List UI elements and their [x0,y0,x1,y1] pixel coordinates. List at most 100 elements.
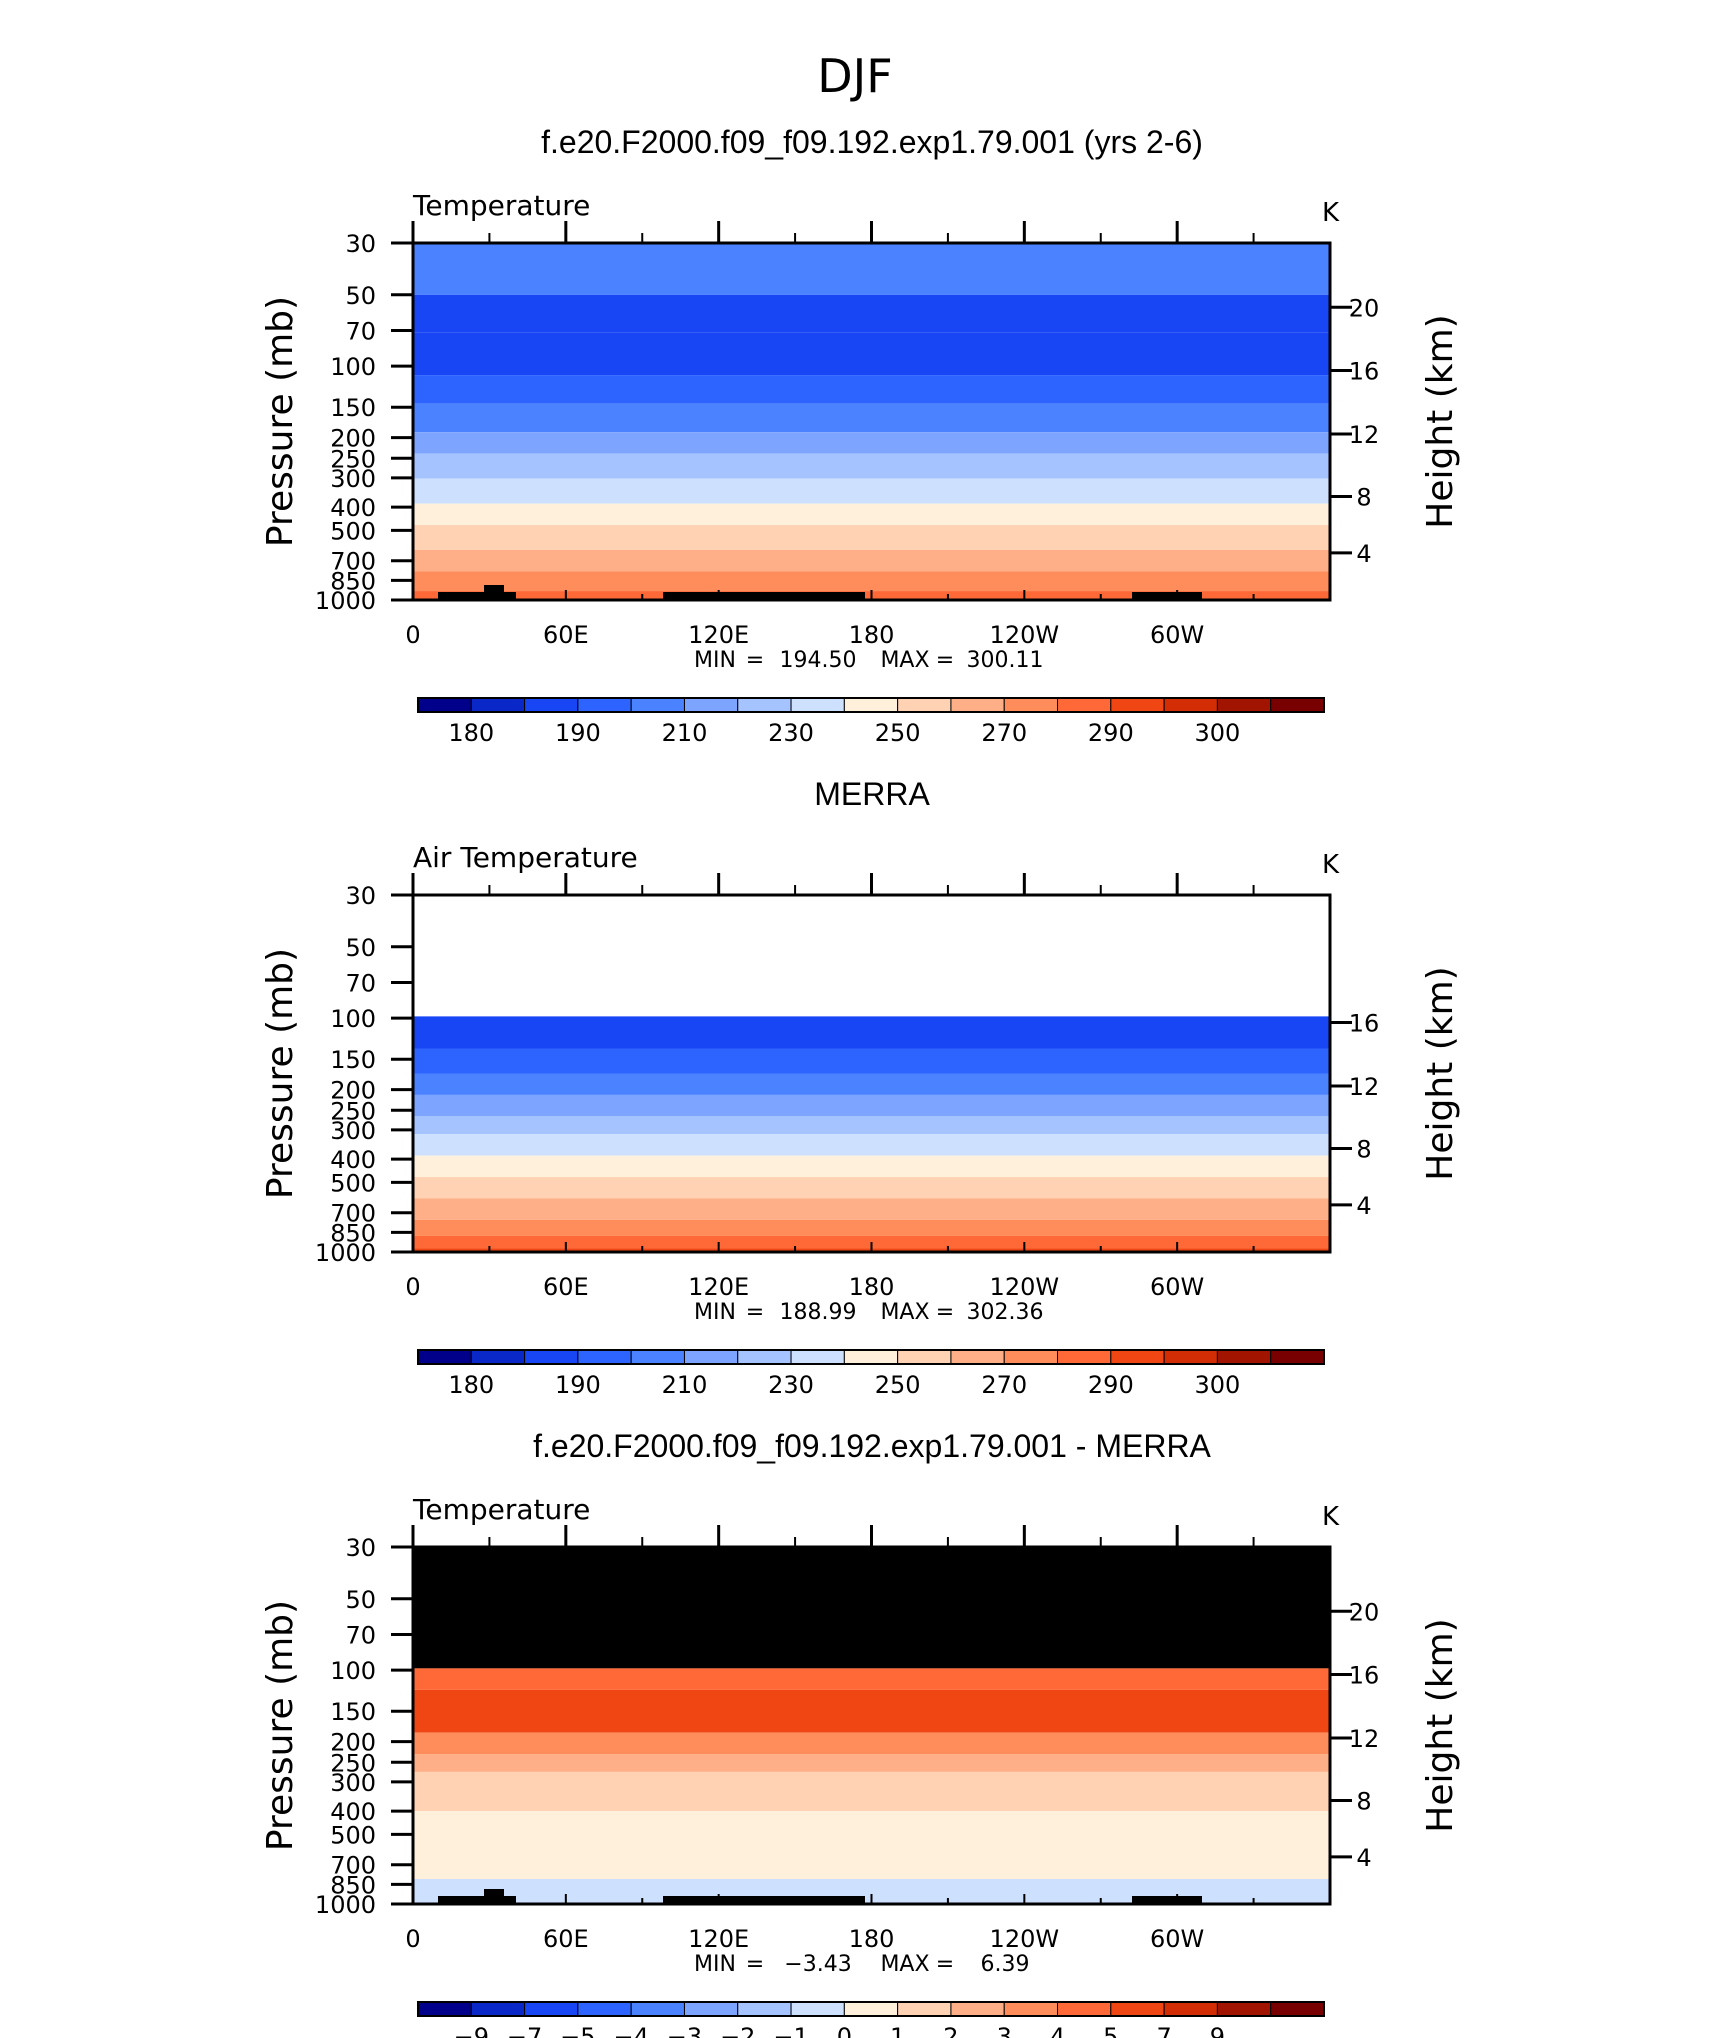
colorbar-swatch [417,2001,472,2017]
y-tick-label: 500 [330,1169,376,1197]
y-tick-label: 250 [330,1097,376,1125]
colorbar-swatch [577,2001,632,2017]
colorbar-swatch [417,697,472,713]
contour-band [413,478,1330,504]
panel-1: f.e20.F2000.f09_f09.192.exp1.79.001 (yrs… [260,124,1461,747]
y-tick-label: 850 [330,567,376,595]
y-tick-label: 300 [330,1117,376,1145]
colorbar-swatch [577,1349,632,1365]
x-tick-label: 0 [405,1273,420,1301]
y-tick-label: 50 [345,934,376,962]
contour-band [413,294,1330,333]
y-tick-label: 250 [330,1749,376,1777]
x-tick-label: 120E [688,621,749,649]
equals-sign: = [746,1300,764,1325]
topography-mask [663,1896,865,1904]
colorbar-label: 300 [1195,719,1241,747]
contour-band [413,243,1330,295]
colorbar-label: −4 [613,2023,648,2038]
colorbar-swatch [897,2001,952,2017]
min-label: MIN [694,1952,736,1977]
figure-title: DJF [817,49,892,103]
height-tick-label: 8 [1356,1135,1371,1163]
colorbar-swatch [630,1349,685,1365]
contour-band [413,432,1330,454]
colorbar-swatch [790,1349,845,1365]
min-value: 194.50 [780,648,857,673]
contour-band [413,1048,1330,1074]
x-tick-label: 0 [405,1925,420,1953]
x-tick-label: 60W [1150,621,1204,649]
contour-band [413,503,1330,526]
height-tick-label: 8 [1356,1787,1371,1815]
topography-mask [438,592,516,600]
colorbar-swatch [843,697,899,713]
x-tick-label: 60E [543,621,589,649]
contour-band [413,1073,1330,1095]
colorbar-swatch [1216,1349,1272,1365]
colorbar-label: 210 [662,719,708,747]
y-tick-label: 100 [330,1005,376,1033]
topography-mask [663,592,865,600]
colorbar-label: 230 [768,719,814,747]
max-value: 302.36 [967,1300,1044,1325]
colorbar-swatch [737,1349,792,1365]
contour-band [413,1219,1330,1236]
colorbar-swatch [524,1349,579,1365]
variable-label: Temperature [412,1493,590,1526]
min-value: −3.43 [784,1952,851,1977]
topography-mask [1132,592,1202,600]
colorbar-label: 250 [875,1371,921,1399]
colorbar-label: 3 [997,2023,1012,2038]
height-tick-label: 16 [1349,1661,1380,1689]
height-tick-label: 12 [1349,1073,1380,1101]
y-tick-label: 1000 [315,587,376,615]
y-tick-label: 400 [330,1146,376,1174]
colorbar-swatch [470,697,526,713]
y-tick-label: 70 [345,317,376,345]
colorbar-label: 210 [662,1371,708,1399]
colorbar-swatch [737,697,792,713]
height-tick-label: 12 [1349,1725,1380,1753]
max-value: 6.39 [981,1952,1030,1977]
colorbar: −9 −7 −5 −4 −3 −2 −1 0 1 2 3 4 5 7 9 [417,2001,1325,2038]
equals-sign: = [936,1300,954,1325]
y-tick-label: 200 [330,425,376,453]
x-tick-label: 60E [543,1925,589,1953]
contour-band [413,1811,1330,1855]
colorbar-label: −9 [454,2023,489,2038]
colorbar-label: −7 [507,2023,542,2038]
y-tick-label: 30 [345,1534,376,1562]
colorbar-swatch [577,697,632,713]
y-tick-label: 300 [330,1769,376,1797]
colorbar-swatch [1270,1349,1325,1365]
colorbar-label: 180 [448,719,494,747]
x-tick-label: 120W [990,1273,1060,1301]
colorbar-label: 2 [943,2023,958,2038]
variable-label: Temperature [412,189,590,222]
height-tick-label: 4 [1356,1844,1371,1872]
colorbar-swatch [1270,2001,1325,2017]
x-tick-label: 180 [849,621,895,649]
x-tick-label: 180 [849,1273,895,1301]
topography-mask [484,585,504,600]
colorbar-label: 190 [555,719,601,747]
y-axis-title-right: Height (km) [1420,314,1461,528]
contour-band [413,1016,1330,1049]
x-tick-label: 120E [688,1925,749,1953]
equals-sign: = [936,648,954,673]
colorbar-swatch [683,2001,739,2017]
colorbar-swatch [1163,1349,1218,1365]
panel-title: f.e20.F2000.f09_f09.192.exp1.79.001 (yrs… [541,124,1203,160]
colorbar-swatch [1110,2001,1165,2017]
colorbar-frame [417,697,1325,713]
y-tick-label: 200 [330,1729,376,1757]
colorbar-label: 290 [1088,719,1134,747]
colorbar-swatch [897,1349,952,1365]
contour-band [413,1198,1330,1220]
topography-mask [1132,1896,1202,1904]
contour-band [413,1771,1330,1812]
y-tick-label: 700 [330,548,376,576]
colorbar-label: 5 [1103,2023,1118,2038]
x-tick-label: 60W [1150,1925,1204,1953]
